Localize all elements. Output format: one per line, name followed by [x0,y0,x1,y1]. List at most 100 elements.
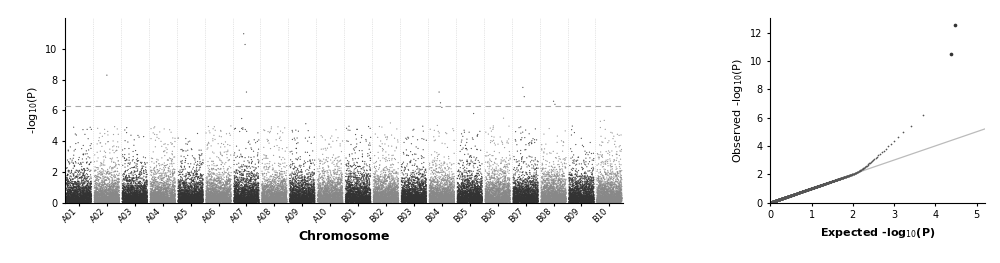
Point [488,186,504,190]
Point [271,199,287,204]
Point [96,196,112,200]
Point [461,193,477,198]
Point [433,200,449,204]
Point [180,196,196,200]
Point [443,183,459,187]
Point [128,198,144,202]
Point [552,168,568,172]
Point [313,186,329,191]
Point [483,200,499,204]
Point [592,200,608,204]
Point [341,180,357,184]
Point [237,188,253,193]
Point [538,189,554,193]
Point [769,198,785,202]
Point [500,162,516,166]
Point [540,191,556,195]
Point [556,196,572,201]
Point [202,197,218,201]
Point [76,195,92,199]
Point [508,196,524,200]
Point [274,199,290,203]
Point [608,200,624,205]
Point [296,196,312,200]
Point [229,198,245,202]
Point [222,200,238,204]
Point [381,195,397,199]
Point [82,144,98,148]
Point [189,200,205,204]
Point [380,172,396,176]
Point [305,195,321,200]
Point [769,198,785,202]
Point [567,198,583,202]
Point [536,192,552,196]
Point [164,198,180,203]
Point [543,199,559,203]
Point [290,179,306,183]
Point [107,179,123,183]
Point [132,193,148,197]
Point [444,190,460,194]
Point [568,196,584,200]
Point [770,198,786,202]
Point [75,189,91,193]
Point [374,192,390,196]
Point [296,199,312,203]
Point [480,191,496,195]
Point [380,198,396,203]
Point [297,194,313,198]
Point [452,200,468,204]
Point [613,175,629,180]
Point [306,190,322,194]
Point [115,183,131,187]
Point [535,154,551,159]
Point [283,196,299,200]
Point [160,197,176,201]
Point [62,199,78,203]
Point [109,197,125,201]
Point [205,195,221,200]
Point [350,188,366,193]
Point [593,199,609,203]
Point [470,198,486,202]
Point [329,173,345,177]
Point [201,200,217,205]
Point [468,192,484,196]
Point [73,194,89,198]
Point [602,199,618,204]
Point [212,196,228,200]
Point [133,168,149,172]
Point [561,200,577,204]
Point [216,198,232,202]
Point [597,199,613,203]
Point [813,183,829,187]
Point [96,188,112,192]
Point [541,191,557,195]
Point [575,199,591,203]
Point [356,193,372,198]
Point [75,190,91,195]
Point [579,151,595,155]
Point [437,198,453,202]
Point [275,200,291,204]
Point [390,195,406,199]
Point [233,190,249,194]
Point [332,196,348,200]
Point [103,192,119,196]
Point [437,167,453,171]
Point [283,199,299,203]
Point [799,188,815,192]
Point [331,195,347,200]
Point [298,191,314,195]
Point [368,180,384,185]
Point [444,186,460,191]
Point [372,194,388,198]
Point [594,161,610,165]
Point [763,200,779,204]
Point [81,200,97,204]
Point [770,198,786,202]
Point [530,166,546,170]
Point [221,199,237,203]
Point [497,193,513,197]
